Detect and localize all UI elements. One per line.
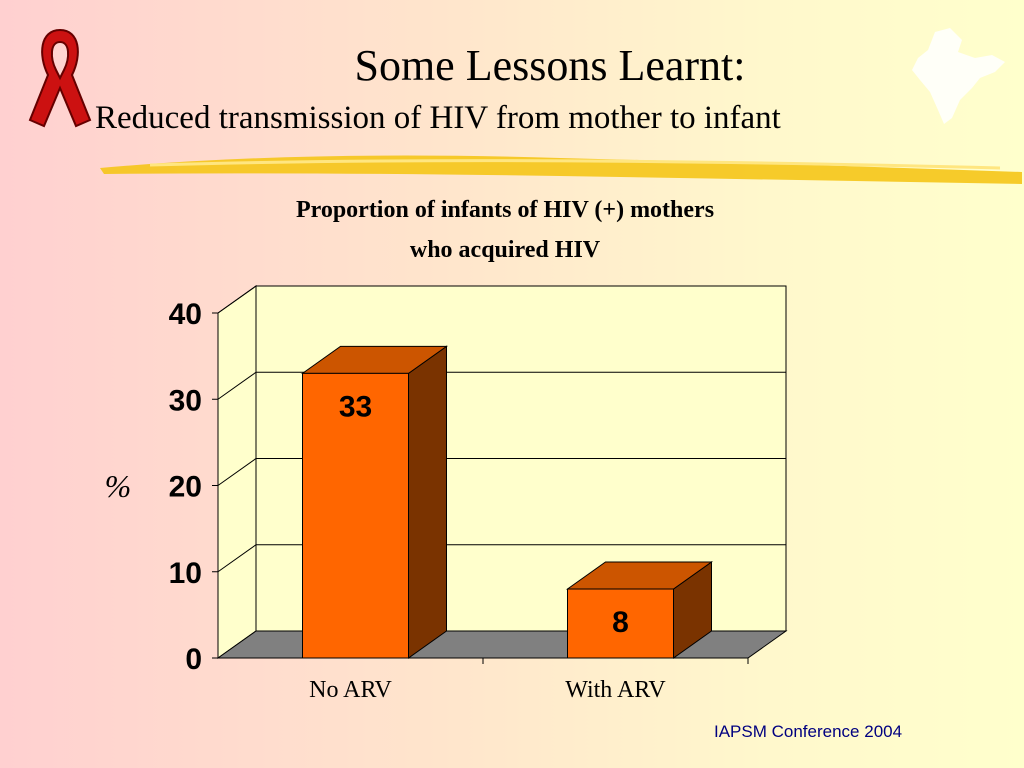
y-tick-label: 20	[169, 471, 202, 504]
y-tick-label: 40	[169, 298, 202, 331]
bar	[567, 588, 674, 659]
slide-title: Some Lessons Learnt:	[354, 41, 746, 90]
gridline	[217, 371, 786, 400]
bar-side-face	[408, 345, 447, 659]
x-category-label: No ARV	[309, 677, 392, 703]
footer-text: IAPSM Conference 2004	[714, 722, 903, 741]
slide-subtitle: Reduced transmission of HIV from mother …	[95, 100, 781, 136]
gridline	[217, 458, 786, 486]
india-map-icon	[912, 28, 1005, 124]
x-category-label: With ARV	[565, 677, 666, 703]
bar	[302, 372, 409, 659]
chart-title-line-1: Proportion of infants of HIV (+) mothers	[295, 197, 715, 223]
bar-data-label: 8	[612, 606, 629, 639]
y-tick-label: 10	[169, 557, 202, 590]
y-tick-label: 0	[185, 643, 202, 676]
highlighter-stroke	[100, 155, 1022, 184]
gridline	[217, 544, 786, 573]
y-axis-label: %	[105, 468, 132, 504]
red-ribbon-icon	[28, 28, 92, 128]
chart-title-line-2: who acquired HIV	[409, 237, 601, 263]
y-tick-label: 30	[169, 384, 202, 417]
bar-data-label: 33	[339, 390, 372, 423]
gridline	[217, 285, 786, 314]
